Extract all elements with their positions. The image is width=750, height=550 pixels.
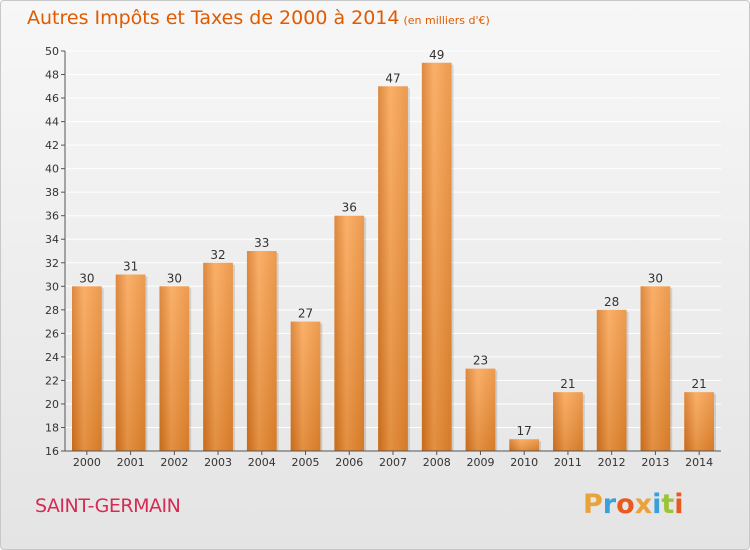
commune-name: SAINT-GERMAIN: [35, 495, 181, 517]
unit-subtitle: (en milliers d'€): [403, 14, 490, 27]
data-label: 32: [210, 248, 225, 262]
y-tick-label: 28: [45, 304, 59, 317]
y-tick-label: 38: [45, 186, 59, 199]
bar-shade: [596, 309, 627, 451]
x-tick-label: 2009: [466, 456, 494, 469]
logo-letter: t: [661, 489, 675, 520]
x-tick-label: 2002: [160, 456, 188, 469]
y-tick-label: 44: [45, 116, 59, 129]
data-label: 17: [517, 424, 532, 438]
data-label: 33: [254, 236, 269, 250]
y-tick-label: 46: [45, 92, 59, 105]
data-label: 30: [79, 271, 94, 285]
bar-shade: [334, 215, 365, 451]
x-tick-label: 2014: [685, 456, 713, 469]
y-tick-label: 42: [45, 139, 59, 152]
bar-shade: [421, 62, 452, 451]
proxiti-logo: Proxiti: [583, 489, 684, 520]
x-tick-label: 2001: [117, 456, 145, 469]
x-tick-label: 2000: [73, 456, 101, 469]
logo-letter: o: [616, 489, 635, 520]
logo-letter: i: [652, 489, 662, 520]
x-axis: 2000 2001 2002 2003 2004 2005 2006 2007 2008 2009…: [65, 450, 721, 469]
bar-shade: [203, 262, 233, 451]
y-tick-label: 26: [45, 327, 59, 340]
x-tick-label: 2005: [292, 456, 320, 469]
bars: 30 31 30 32 33 27 36 47 49 23 17 21 28 30 21: [71, 48, 717, 451]
data-label: 28: [604, 295, 619, 309]
data-label: 23: [473, 354, 488, 368]
data-label: 36: [342, 201, 357, 215]
y-tick-label: 40: [45, 163, 59, 176]
x-tick-label: 2013: [641, 456, 669, 469]
y-tick-label: 22: [45, 374, 59, 387]
y-tick-label: 34: [45, 233, 59, 246]
data-label: 21: [560, 377, 575, 391]
data-label: 49: [429, 48, 444, 62]
y-tick-label: 50: [45, 45, 59, 58]
x-tick-label: 2003: [204, 456, 232, 469]
x-tick-label: 2010: [510, 456, 538, 469]
data-label: 31: [123, 260, 138, 274]
bar-shade: [290, 321, 321, 451]
x-tick-label: 2008: [423, 456, 451, 469]
bar-shade: [378, 86, 408, 451]
data-label: 27: [298, 307, 313, 321]
y-tick-label: 32: [45, 257, 59, 270]
bar-shade: [71, 286, 102, 451]
x-tick-label: 2004: [248, 456, 276, 469]
data-label: 21: [691, 377, 706, 391]
chart-title: Autres Impôts et Taxes de 2000 à 2014 (en…: [27, 7, 490, 29]
y-tick-label: 20: [45, 398, 59, 411]
bar-shade: [159, 286, 190, 451]
y-tick-label: 16: [45, 445, 59, 458]
title-text: Autres Impôts et Taxes de 2000 à 2014: [27, 7, 400, 29]
x-tick-label: 2011: [554, 456, 582, 469]
bar-shade: [553, 392, 583, 451]
bar-shade: [684, 392, 715, 451]
y-tick-label: 18: [45, 421, 59, 434]
bar-shade: [509, 439, 540, 451]
logo-letter: r: [602, 489, 617, 520]
logo-letter: i: [674, 489, 684, 520]
data-label: 47: [385, 71, 400, 85]
bar-shade: [640, 286, 671, 451]
data-label: 30: [648, 271, 663, 285]
y-tick-label: 24: [45, 351, 59, 364]
bar-shade: [465, 368, 496, 451]
x-tick-label: 2012: [598, 456, 626, 469]
y-tick-label: 30: [45, 280, 59, 293]
y-axis: 16 18 20 22 24 26 28 30 32 34 36 38 40 42 44 46 48 50: [45, 45, 66, 458]
bar-shade: [115, 274, 146, 451]
x-tick-label: 2006: [335, 456, 363, 469]
logo-letter: x: [634, 489, 653, 520]
bar-shade: [246, 251, 277, 451]
y-tick-label: 48: [45, 69, 59, 82]
logo-letter: P: [583, 489, 603, 520]
data-label: 30: [167, 271, 182, 285]
y-tick-label: 36: [45, 210, 59, 223]
x-tick-label: 2007: [379, 456, 407, 469]
